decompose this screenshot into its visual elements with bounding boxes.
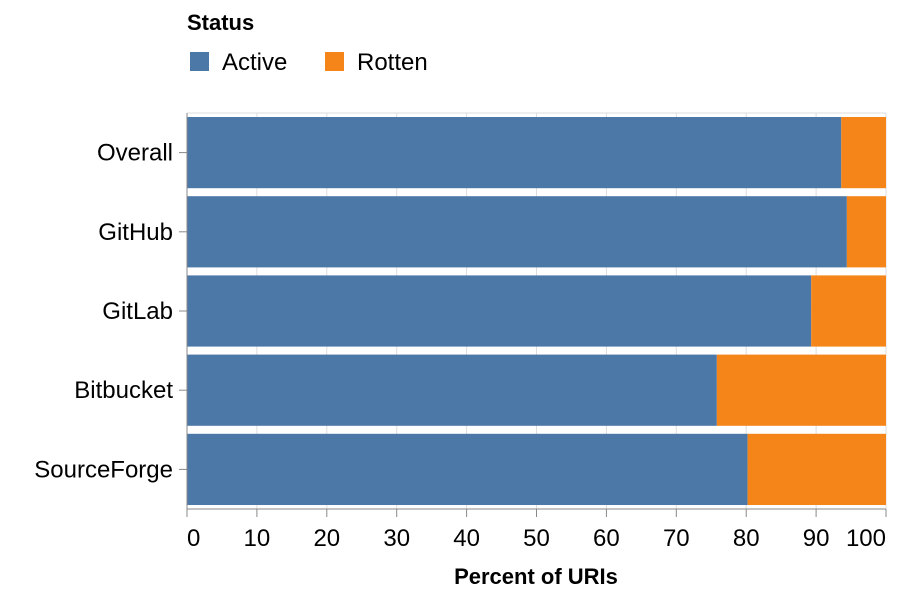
legend: Status Active Rotten bbox=[187, 10, 428, 76]
x-tick-label: 60 bbox=[593, 525, 620, 552]
x-tick-label: 40 bbox=[453, 525, 480, 552]
legend-label-active: Active bbox=[222, 49, 287, 76]
x-tick-label: 20 bbox=[313, 525, 340, 552]
bar-sourceforge-active bbox=[187, 433, 748, 505]
bar-bitbucket-rotten bbox=[716, 354, 886, 426]
x-tick-label: 10 bbox=[244, 525, 271, 552]
x-tick-label: 100 bbox=[846, 525, 886, 552]
x-tick-label: 80 bbox=[733, 525, 760, 552]
legend-title: Status bbox=[187, 10, 254, 35]
x-tick-label: 50 bbox=[523, 525, 550, 552]
legend-swatch-active bbox=[190, 52, 209, 71]
x-tick-label: 0 bbox=[187, 525, 200, 552]
x-tick-label: 70 bbox=[663, 525, 690, 552]
bar-overall-rotten bbox=[841, 117, 886, 189]
y-tick-label: GitHub bbox=[98, 219, 173, 246]
y-tick-label: Bitbucket bbox=[74, 377, 173, 404]
x-axis-title: Percent of URIs bbox=[454, 564, 618, 589]
x-tick-label: 90 bbox=[803, 525, 830, 552]
x-tick-label: 30 bbox=[383, 525, 410, 552]
bar-github-active bbox=[187, 196, 847, 268]
plot-area: 0 10 20 30 40 50 60 70 80 90 100 Overall GitHub GitL… bbox=[34, 112, 887, 552]
legend-swatch-rotten bbox=[325, 52, 344, 71]
bar-gitlab-rotten bbox=[811, 275, 886, 347]
bar-github-rotten bbox=[846, 196, 886, 268]
y-tick-label: SourceForge bbox=[34, 456, 173, 483]
y-tick-label: Overall bbox=[97, 140, 173, 167]
y-tick-label: GitLab bbox=[102, 298, 173, 325]
legend-label-rotten: Rotten bbox=[357, 49, 428, 76]
bar-sourceforge-rotten bbox=[747, 433, 886, 505]
bar-bitbucket-active bbox=[187, 354, 717, 426]
bar-gitlab-active bbox=[187, 275, 812, 347]
bar-overall-active bbox=[187, 117, 842, 189]
